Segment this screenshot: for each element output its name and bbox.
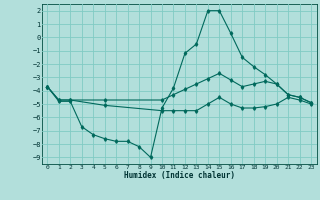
X-axis label: Humidex (Indice chaleur): Humidex (Indice chaleur): [124, 171, 235, 180]
